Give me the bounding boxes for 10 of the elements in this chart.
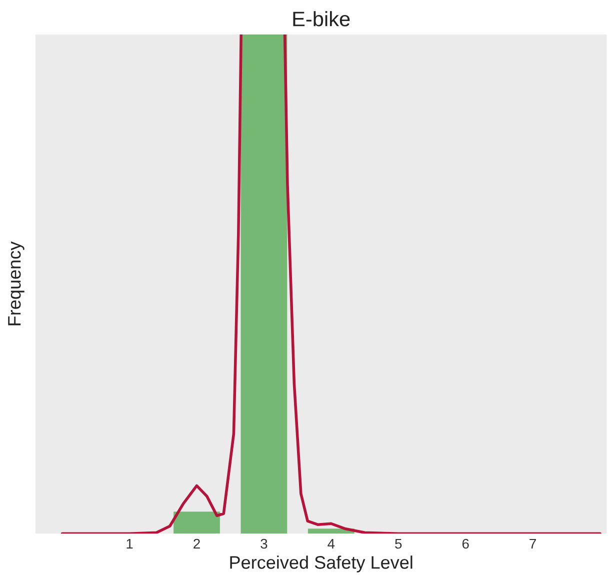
y-axis-title: Frequency: [8, 241, 24, 326]
x-tick-label: 5: [395, 538, 402, 549]
chart-title: E-bike: [293, 11, 350, 26]
x-tick-label: 7: [530, 538, 536, 549]
x-tick-label: 1: [126, 538, 133, 549]
x-tick-label: 3: [260, 538, 268, 549]
x-axis-title: Perceived Safety Level: [230, 556, 412, 572]
x-tick-label: 6: [462, 538, 469, 549]
x-tick-label: 2: [194, 538, 200, 549]
x-tick-label: 4: [328, 538, 335, 549]
